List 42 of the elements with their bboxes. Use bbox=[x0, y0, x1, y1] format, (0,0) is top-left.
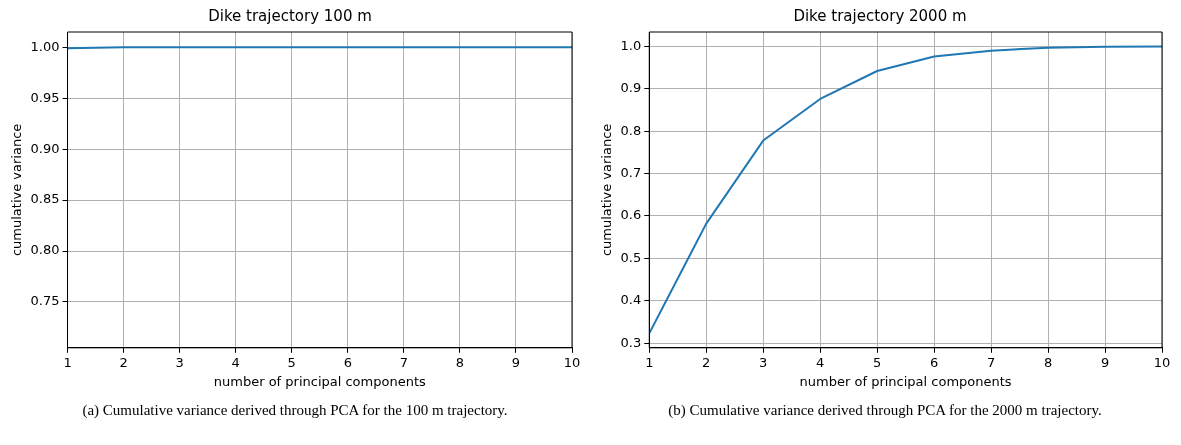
x-tick-label: 9 bbox=[1100, 354, 1110, 370]
text: (a) Cumulative variance derived through PCA for the 100 m trajectory. bbox=[81, 402, 509, 419]
x-tick-label: 10 bbox=[1153, 354, 1171, 370]
x-tick-label: 5 bbox=[873, 354, 882, 370]
x-tick-label: 10 bbox=[563, 354, 581, 370]
y-tick-label: 0.7 bbox=[620, 164, 642, 180]
y-tick-label: 0.85 bbox=[30, 191, 60, 207]
y-tick-label: 0.9 bbox=[620, 80, 642, 96]
x-tick-label: 7 bbox=[399, 354, 408, 370]
y-tick-label: 0.90 bbox=[30, 140, 60, 156]
x-tick-label: 6 bbox=[929, 354, 939, 370]
y-tick-label: 0.75 bbox=[30, 293, 60, 309]
y-tick-label: 1.00 bbox=[30, 38, 60, 54]
x-tick-label: 4 bbox=[231, 354, 240, 370]
chart-title: Dike trajectory 2000 m bbox=[793, 6, 967, 25]
x-axis-title: number of principal components bbox=[213, 373, 426, 389]
chart-title: Dike trajectory 100 m bbox=[208, 6, 372, 25]
x-tick-label: 8 bbox=[1043, 354, 1053, 370]
x-tick-label: 9 bbox=[511, 354, 521, 370]
text: (b) Cumulative variance derived through PCA for the 2000 m trajectory. bbox=[667, 402, 1103, 419]
y-tick-label: 0.95 bbox=[30, 89, 60, 105]
x-tick-label: 7 bbox=[986, 354, 996, 370]
y-tick-label: 0.8 bbox=[620, 122, 642, 138]
x-tick-label: 8 bbox=[455, 354, 465, 370]
x-tick-label: 2 bbox=[119, 354, 128, 370]
x-tick-label: 2 bbox=[702, 354, 711, 370]
y-axis-title: cumulative variance bbox=[9, 123, 25, 257]
x-tick-label: 5 bbox=[287, 354, 296, 370]
x-axis-title: number of principal components bbox=[799, 373, 1012, 389]
x-tick-label: 1 bbox=[63, 354, 72, 370]
y-axis-title: cumulative variance bbox=[599, 123, 615, 257]
y-tick-label: 0.3 bbox=[620, 334, 642, 350]
x-tick-label: 3 bbox=[175, 354, 184, 370]
y-tick-label: 1.0 bbox=[620, 37, 642, 53]
x-tick-label: 3 bbox=[759, 354, 768, 370]
x-tick-label: 1 bbox=[645, 354, 654, 370]
y-tick-label: 0.5 bbox=[620, 249, 642, 265]
y-tick-label: 0.80 bbox=[30, 242, 60, 258]
x-tick-label: 6 bbox=[343, 354, 352, 370]
x-tick-label: 4 bbox=[816, 354, 825, 370]
y-tick-label: 0.4 bbox=[620, 292, 642, 308]
y-tick-label: 0.6 bbox=[620, 207, 642, 223]
